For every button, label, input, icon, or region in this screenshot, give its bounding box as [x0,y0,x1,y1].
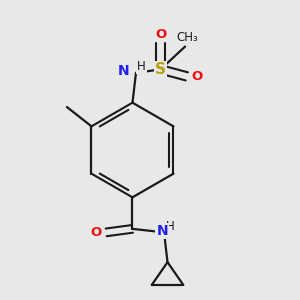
Text: N: N [118,64,130,78]
Text: H: H [166,220,175,232]
Text: S: S [155,62,166,77]
Text: O: O [191,70,202,83]
Text: O: O [91,226,102,239]
Text: O: O [155,28,166,41]
Text: N: N [157,224,168,238]
Text: CH₃: CH₃ [176,31,198,44]
Text: H: H [137,60,146,73]
